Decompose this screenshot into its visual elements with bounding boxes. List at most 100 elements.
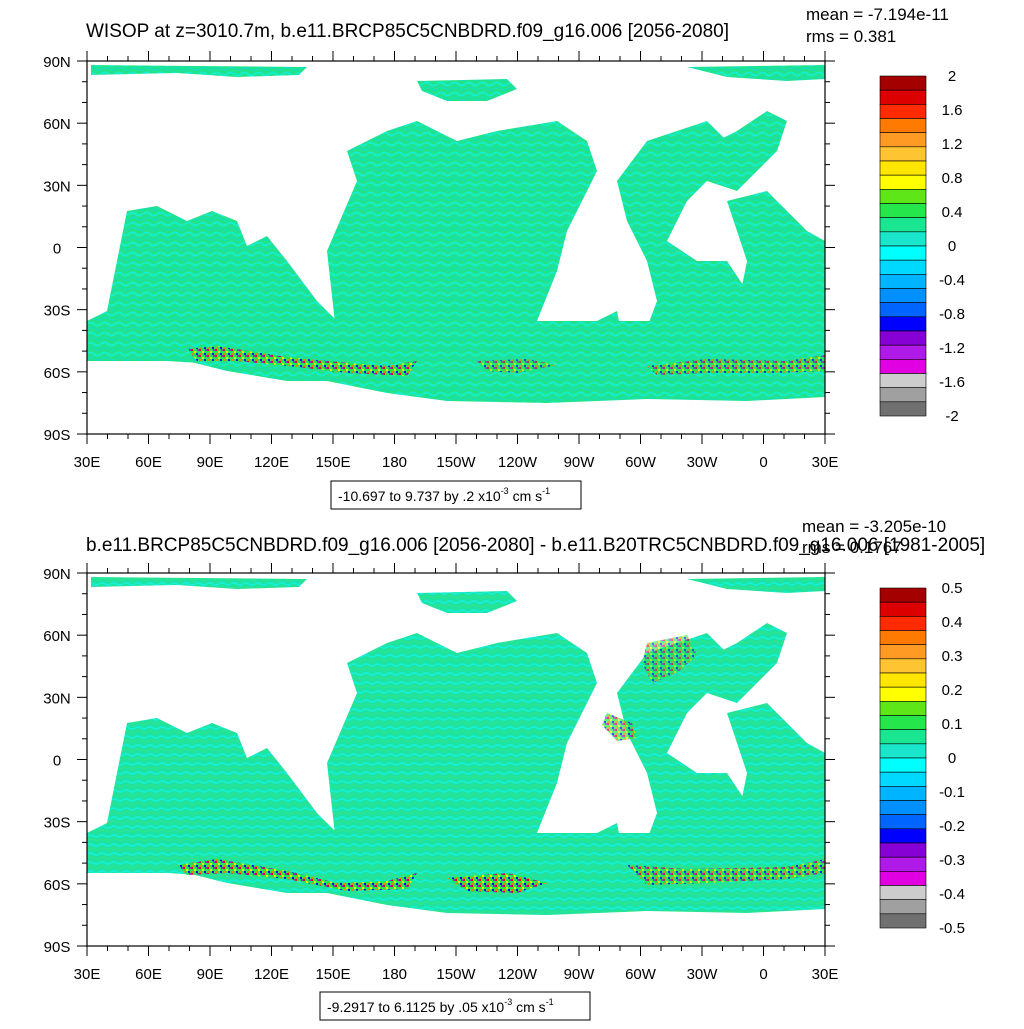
colorbar-label: -0.2 [939,818,965,835]
colorbar-label: 2 [948,68,956,85]
colorbar-swatch [879,630,927,645]
colorbar-swatch [879,203,927,218]
colorbar-swatch [879,899,927,915]
colorbar-swatch [879,729,927,745]
colorbar-swatch [879,302,927,318]
colorbar-label: -0.3 [939,852,965,869]
x-tick-label: 150W [436,966,476,983]
x-tick-label: 30W [687,966,719,983]
colorbar-swatch [879,146,927,162]
colorbar-swatch [879,401,927,417]
bottom-range-unit-exp: -1 [546,997,554,1007]
y-tick-label: 0 [53,753,61,770]
colorbar-label: 0.3 [942,648,963,665]
colorbar-swatch [879,344,927,360]
colorbar-label: 0.2 [942,682,963,699]
y-tick-label: 90N [43,54,71,71]
colorbar-label: 1.6 [942,102,963,119]
colorbar-swatch [879,231,927,247]
top-colorbar: 2 1.6 1.2 0.8 0.4 0 -0.4 -0.8 -1.2 -1.6 -2 [879,68,965,425]
colorbar-swatch [879,373,927,388]
colorbar-label: -0.5 [939,920,965,937]
colorbar-swatch [879,259,927,275]
colorbar-swatch [879,189,927,204]
bottom-range-unit: cm s [512,999,545,1015]
colorbar-label: -0.1 [939,784,965,801]
bottom-southern-ocean-extremes [177,859,417,891]
colorbar-label: 0.4 [942,204,963,221]
colorbar-swatch [879,217,927,233]
y-tick-label: 60N [43,628,71,645]
bottom-colorbar: 0.5 0.4 0.3 0.2 0.1 0 -0.1 -0.2 -0.3 -0.4 -0.5 [879,580,965,937]
bottom-title: b.e11.BRCP85C5CNBDRD.f09_g16.006 [2056-2… [86,535,985,556]
svg-text:-9.2917 to 6.1125 by .05 x10-3: -9.2917 to 6.1125 by .05 x10-3 cm s-1 [327,997,554,1015]
colorbar-swatch [879,842,927,858]
x-tick-label: 60E [135,454,162,471]
colorbar-label: 0.4 [942,614,963,631]
colorbar-label: -2 [945,408,958,425]
colorbar-swatch [879,686,927,702]
colorbar-swatch [879,701,927,716]
x-tick-label: 120W [498,966,538,983]
top-mean: mean = -7.194e-11 [806,5,949,24]
colorbar-label: 0.8 [942,170,963,187]
top-map-field [87,65,825,403]
colorbar-swatch [879,316,927,332]
colorbar-label: -0.8 [939,306,965,323]
colorbar-swatch [879,89,927,105]
top-range-text: -10.697 to 9.737 by .2 x10 [338,488,501,504]
colorbar-swatch [879,387,927,403]
x-tick-label: 60E [135,966,162,983]
y-tick-label: 30N [43,178,71,195]
svg-text:-10.697 to 9.737 by .2 x10-3 c: -10.697 to 9.737 by .2 x10-3 cm s-1 [338,486,550,504]
top-range-exp: -3 [501,486,509,496]
colorbar-label: 0.5 [942,580,963,597]
y-tick-label: 90N [43,566,71,583]
colorbar-swatch [879,601,927,617]
colorbar-label: -0.4 [939,272,965,289]
x-tick-label: 90W [564,454,596,471]
colorbar-swatch [879,814,927,830]
bottom-panel: b.e11.BRCP85C5CNBDRD.f09_g16.006 [2056-2… [43,517,985,1021]
colorbar-swatch [879,118,927,133]
top-range-box: -10.697 to 9.737 by .2 x10-3 cm s-1 [330,480,582,510]
colorbar-swatch [879,330,927,346]
colorbar-label: 0.1 [942,716,963,733]
colorbar-label: -1.6 [939,374,965,391]
x-tick-label: 30E [812,966,839,983]
x-tick-label: 150W [436,454,476,471]
y-tick-label: 30S [44,303,71,320]
bottom-map-field [87,577,825,915]
bottom-range-box: -9.2917 to 6.1125 by .05 x10-3 cm s-1 [319,991,591,1021]
colorbar-swatch [879,174,927,190]
colorbar-swatch [879,75,927,91]
colorbar-swatch [879,913,927,929]
x-tick-label: 150E [315,966,350,983]
colorbar-swatch [879,828,927,844]
y-tick-label: 60S [44,365,71,382]
colorbar-swatch [879,132,927,148]
colorbar-label: -1.2 [939,340,965,357]
x-tick-label: 120E [254,966,289,983]
colorbar-swatch [879,245,927,261]
bottom-mean: mean = -3.205e-10 [802,517,946,536]
colorbar-swatch [879,743,927,759]
top-range-unit-exp: -1 [542,486,550,496]
x-tick-label: 60W [625,454,657,471]
colorbar-swatch [879,359,927,374]
colorbar-label: 0 [948,238,956,255]
x-tick-label: 60W [625,966,657,983]
colorbar-swatch [879,672,927,688]
colorbar-swatch [879,885,927,900]
colorbar-swatch [879,104,927,119]
bottom-range-exp: -3 [504,997,512,1007]
x-tick-label: 120W [498,454,538,471]
bottom-range-text: -9.2917 to 6.1125 by .05 x10 [327,999,504,1015]
y-tick-label: 90S [44,939,71,956]
bottom-rms: rms = 0.1767 [802,538,902,557]
colorbar-swatch [879,871,927,886]
colorbar-swatch [879,616,927,631]
colorbar-swatch [879,771,927,787]
